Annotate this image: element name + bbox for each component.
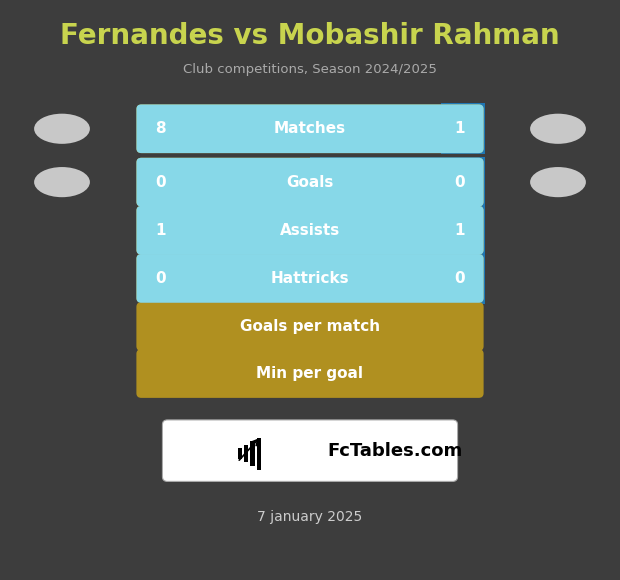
Bar <box>257 438 261 470</box>
Bar <box>441 103 485 154</box>
Text: Goals: Goals <box>286 175 334 190</box>
FancyBboxPatch shape <box>136 254 484 303</box>
Bar <box>244 445 249 462</box>
Bar <box>250 441 255 466</box>
Text: Goals per match: Goals per match <box>240 319 380 334</box>
Ellipse shape <box>530 167 586 197</box>
Text: Fernandes vs Mobashir Rahman: Fernandes vs Mobashir Rahman <box>60 22 560 50</box>
Text: Min per goal: Min per goal <box>257 366 363 381</box>
FancyBboxPatch shape <box>136 158 484 206</box>
Text: Club competitions, Season 2024/2025: Club competitions, Season 2024/2025 <box>183 63 437 76</box>
Bar <box>310 157 485 208</box>
FancyBboxPatch shape <box>162 420 458 481</box>
FancyBboxPatch shape <box>136 349 484 398</box>
Text: Matches: Matches <box>274 121 346 136</box>
Bar <box>310 253 485 304</box>
FancyBboxPatch shape <box>136 206 484 255</box>
FancyBboxPatch shape <box>136 104 484 153</box>
Text: 1: 1 <box>454 223 465 238</box>
FancyBboxPatch shape <box>136 302 484 351</box>
Bar <box>310 205 485 256</box>
Text: 1: 1 <box>155 223 166 238</box>
Text: Assists: Assists <box>280 223 340 238</box>
Text: Hattricks: Hattricks <box>271 271 349 286</box>
Ellipse shape <box>530 114 586 144</box>
FancyBboxPatch shape <box>136 104 484 153</box>
Ellipse shape <box>34 114 90 144</box>
FancyBboxPatch shape <box>136 158 484 206</box>
Text: 0: 0 <box>155 175 166 190</box>
Text: 1: 1 <box>454 121 465 136</box>
Bar <box>238 448 242 459</box>
FancyBboxPatch shape <box>136 206 484 255</box>
Text: FcTables.com: FcTables.com <box>327 441 463 460</box>
Text: 0: 0 <box>155 271 166 286</box>
Text: 8: 8 <box>155 121 166 136</box>
Text: 0: 0 <box>454 175 465 190</box>
Text: 7 january 2025: 7 january 2025 <box>257 510 363 524</box>
FancyBboxPatch shape <box>136 254 484 303</box>
Ellipse shape <box>34 167 90 197</box>
Text: 0: 0 <box>454 271 465 286</box>
